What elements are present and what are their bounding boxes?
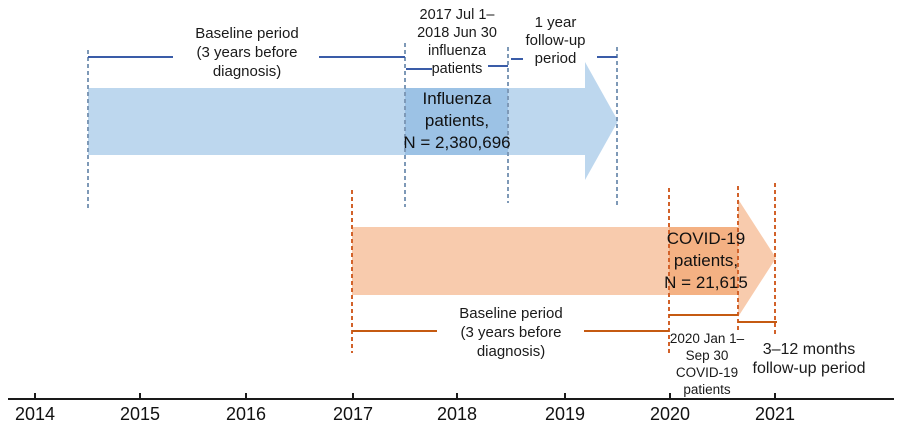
- dash-influenza-diagnosis-start: [404, 43, 406, 207]
- axis-tick-2018: [456, 393, 458, 399]
- axis-year-2016: 2016: [225, 404, 267, 424]
- axis-year-2018: 2018: [436, 404, 478, 424]
- bracket-covid-baseline-right: [584, 330, 669, 332]
- influenza-baseline-label: Baseline period (3 years before diagnosi…: [195, 25, 299, 80]
- axis-year-2020: 2020: [649, 404, 691, 424]
- influenza-arrow-head: [585, 62, 618, 180]
- dash-covid-diagnosis-end: [737, 186, 739, 332]
- influenza-diagnosis-segment: [405, 88, 508, 155]
- covid-diagnosis-label: 2020 Jan 1– Sep 30 COVID-19 patients: [669, 331, 745, 397]
- dash-influenza-baseline-start: [87, 50, 89, 210]
- bracket-influenza-baseline-right: [319, 56, 405, 58]
- bracket-influenza-diagnosis-right: [488, 65, 508, 67]
- axis-year-2015: 2015: [119, 404, 161, 424]
- dash-covid-followup-end: [774, 183, 776, 335]
- bracket-influenza-followup-right: [597, 56, 617, 58]
- covid-arrow-label: COVID-19 patients, N = 21,615: [664, 229, 748, 292]
- axis-tick-2016: [245, 393, 247, 399]
- axis-year-2017: 2017: [332, 404, 374, 424]
- influenza-followup-label: 1 year follow-up period: [525, 14, 586, 67]
- dash-covid-diagnosis-start: [668, 188, 670, 353]
- axis-tick-2019: [564, 393, 566, 399]
- dash-influenza-followup-end: [616, 47, 618, 205]
- influenza-arrow-label: Influenza patients, N = 2,380,696: [403, 89, 511, 152]
- influenza-diagnosis-label: 2017 Jul 1– 2018 Jun 30 influenza patien…: [417, 7, 497, 77]
- axis-year-2021: 2021: [754, 404, 796, 424]
- bracket-influenza-baseline-left: [88, 56, 173, 58]
- covid-followup-label: 3–12 months follow-up period: [752, 341, 866, 377]
- bracket-influenza-followup-left: [511, 58, 523, 60]
- axis-tick-2021: [774, 393, 776, 399]
- axis-tick-2020: [669, 393, 671, 399]
- timeline-axis-line: [8, 398, 894, 400]
- axis-tick-2017: [352, 393, 354, 399]
- dash-influenza-diagnosis-end: [507, 47, 509, 203]
- bracket-covid-followup: [738, 321, 777, 323]
- covid-baseline-label: Baseline period (3 years before diagnosi…: [459, 305, 563, 360]
- bracket-covid-baseline-left: [352, 330, 437, 332]
- axis-year-2019: 2019: [544, 404, 586, 424]
- dash-covid-baseline-start: [351, 190, 353, 353]
- covid-diagnosis-segment: [669, 227, 738, 295]
- covid-arrow-head: [738, 199, 776, 317]
- axis-tick-2014: [34, 393, 36, 399]
- axis-year-2014: 2014: [14, 404, 56, 424]
- axis-tick-2015: [139, 393, 141, 399]
- bracket-covid-diagnosis: [669, 314, 738, 316]
- bracket-influenza-diagnosis-left: [406, 68, 432, 70]
